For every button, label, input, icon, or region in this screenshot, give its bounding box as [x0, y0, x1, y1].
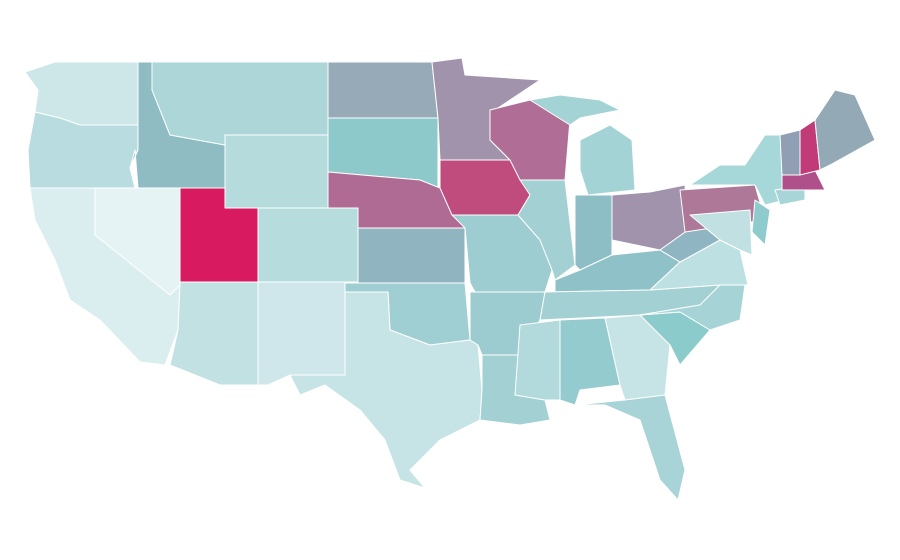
state: [357, 227, 466, 284]
state: [574, 394, 686, 501]
state: [579, 124, 636, 196]
state: [814, 89, 876, 171]
state: [779, 129, 801, 176]
state: [257, 207, 359, 283]
state: [151, 61, 329, 146]
state: [517, 179, 576, 281]
state: [689, 209, 753, 256]
state: [514, 319, 561, 401]
state: [169, 281, 259, 386]
state: [224, 134, 329, 209]
state: [529, 94, 621, 126]
state: [751, 199, 771, 246]
state: [327, 61, 439, 119]
state: [257, 281, 346, 386]
